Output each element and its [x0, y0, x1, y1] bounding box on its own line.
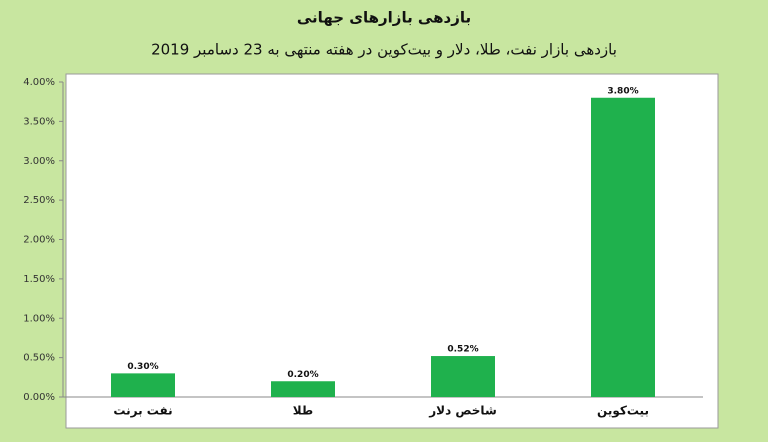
bar — [271, 381, 335, 397]
value-label: 0.20% — [287, 370, 318, 380]
value-label: 0.30% — [127, 362, 158, 372]
x-tick-label: شاخص دلار — [428, 404, 497, 418]
y-tick-label: 3.00% — [23, 156, 55, 167]
bar — [431, 356, 495, 397]
y-tick-label: 3.50% — [23, 116, 55, 127]
value-label: 3.80% — [607, 86, 638, 96]
bar — [591, 97, 655, 397]
y-tick-label: 0.00% — [23, 392, 55, 403]
bar — [111, 373, 175, 397]
y-tick-label: 0.50% — [23, 353, 55, 364]
x-tick-label: نفت برنت — [113, 404, 172, 418]
chart-title: بازدهی بازارهای جهانی — [297, 9, 471, 27]
x-tick-label: بیت‌کوین — [597, 404, 649, 419]
x-tick-label: طلا — [293, 404, 313, 418]
value-label: 0.52% — [447, 345, 478, 355]
y-tick-label: 2.50% — [23, 195, 55, 206]
y-tick-label: 4.00% — [23, 77, 55, 88]
y-tick-label: 1.00% — [23, 313, 55, 324]
y-tick-label: 2.00% — [23, 235, 55, 246]
chart-subtitle: بازدهی بازار نفت، طلا، دلار و بیت‌کوین د… — [151, 41, 617, 59]
y-tick-label: 1.50% — [23, 274, 55, 285]
